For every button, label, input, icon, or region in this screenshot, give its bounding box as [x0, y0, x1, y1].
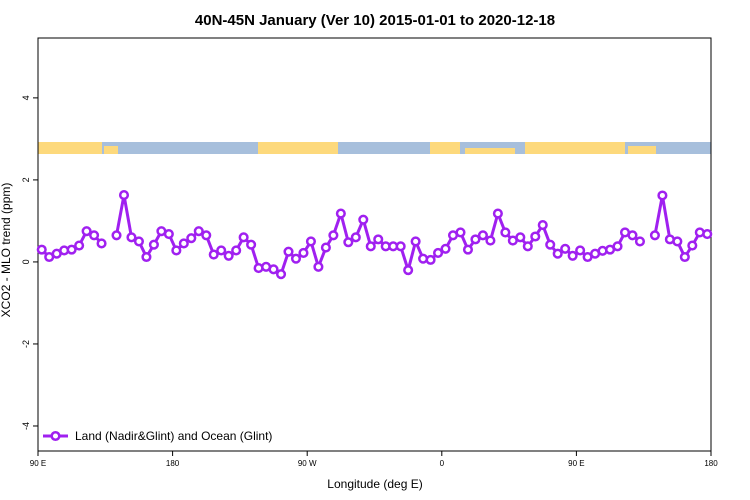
- x-axis-label: Longitude (deg E): [327, 477, 422, 491]
- data-point: [365, 241, 376, 252]
- data-point: [328, 230, 339, 241]
- x-tick-label: 90 W: [298, 459, 317, 468]
- data-point: [433, 247, 444, 258]
- data-point: [560, 243, 571, 254]
- data-point: [500, 227, 511, 238]
- data-point: [634, 236, 646, 247]
- data-point: [567, 250, 578, 261]
- data-point: [238, 232, 249, 243]
- data-point: [522, 241, 533, 252]
- legend-marker: [50, 430, 61, 442]
- data-point: [358, 214, 369, 225]
- data-point: [545, 239, 556, 250]
- data-point: [492, 208, 503, 219]
- data-point: [455, 227, 466, 238]
- data-point: [275, 269, 287, 280]
- data-point: [74, 240, 85, 251]
- data-point: [373, 234, 384, 245]
- data-point: [66, 244, 77, 255]
- data-point: [246, 239, 257, 250]
- data-point: [627, 230, 638, 241]
- data-point: [335, 208, 346, 219]
- data-point: [89, 230, 100, 241]
- data-point: [231, 245, 242, 256]
- data-point: [208, 249, 219, 260]
- data-point: [290, 253, 302, 264]
- data-point: [126, 232, 137, 243]
- chart-title: 40N-45N January (Ver 10) 2015-01-01 to 2…: [195, 12, 555, 29]
- data-point: [186, 233, 197, 244]
- data-point: [530, 231, 541, 242]
- y-tick-label: 4: [21, 95, 31, 100]
- data-point: [477, 230, 488, 241]
- data-point: [649, 230, 660, 241]
- series-line: [40, 194, 708, 277]
- data-point: [81, 226, 92, 237]
- data-point: [96, 238, 107, 249]
- data-point: [118, 190, 130, 201]
- data-point: [141, 251, 152, 263]
- data-point: [268, 264, 279, 275]
- plot-frame: [37, 37, 712, 452]
- data-point: [485, 235, 496, 246]
- data-point: [672, 236, 683, 247]
- x-tick-label: 90 E: [568, 459, 584, 468]
- data-point: [111, 230, 122, 241]
- data-point: [395, 241, 406, 252]
- data-point: [403, 265, 414, 276]
- legend-label: Land (Nadir&Glint) and Ocean (Glint): [75, 429, 272, 443]
- y-tick-label: 2: [21, 177, 31, 182]
- data-point: [440, 243, 451, 254]
- data-point: [320, 242, 331, 253]
- data-point: [178, 238, 189, 249]
- data-point: [350, 232, 361, 243]
- x-tick-label: 90 E: [30, 459, 46, 468]
- data-point: [313, 261, 324, 272]
- data-point: [305, 236, 316, 247]
- data-point: [470, 234, 481, 245]
- y-tick-label: -2: [21, 340, 31, 348]
- data-point: [515, 232, 526, 243]
- data-point: [552, 248, 563, 259]
- data-point: [133, 236, 144, 247]
- data-point: [462, 244, 474, 255]
- y-tick-label: 0: [21, 259, 31, 264]
- data-point: [612, 241, 623, 252]
- data-point: [537, 219, 548, 231]
- data-point: [223, 250, 234, 261]
- data-point: [163, 228, 174, 240]
- data-point: [657, 190, 668, 201]
- data-point: [148, 239, 159, 250]
- data-point: [425, 254, 436, 265]
- data-point: [283, 246, 294, 257]
- x-tick-label: 180: [704, 459, 718, 468]
- data-point: [679, 251, 690, 263]
- x-tick-label: 0: [440, 459, 445, 468]
- data-point: [687, 240, 698, 251]
- data-point: [410, 236, 421, 247]
- data-point: [36, 244, 47, 255]
- y-tick-label: -4: [21, 422, 31, 430]
- land-ocean-strip: [38, 142, 711, 154]
- y-axis-label: XCO2 - MLO trend (ppm): [0, 183, 13, 318]
- data-point: [575, 245, 586, 256]
- x-tick-label: 180: [166, 459, 180, 468]
- data-point: [343, 237, 354, 248]
- data-point: [193, 226, 204, 237]
- data-point: [702, 228, 713, 240]
- data-point: [201, 230, 212, 241]
- data-point: [216, 245, 227, 256]
- data-point: [171, 245, 182, 256]
- data-point: [298, 247, 309, 258]
